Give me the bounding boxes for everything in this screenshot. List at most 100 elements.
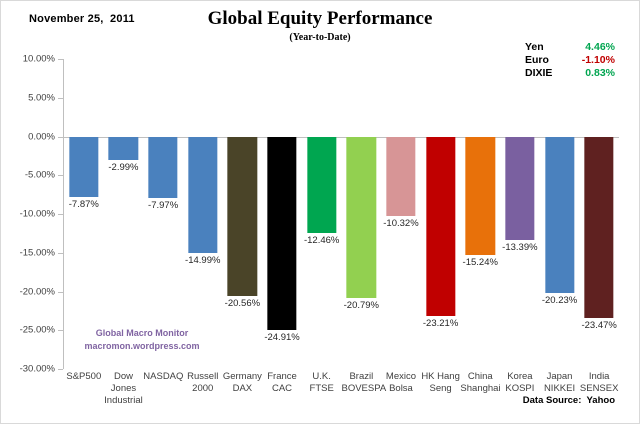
y-axis-tick-label: -20.00% xyxy=(19,286,55,297)
currency-value: 0.83% xyxy=(585,67,615,79)
x-axis-label: Germany DAX xyxy=(223,371,263,395)
y-axis-tick xyxy=(58,291,63,293)
x-axis-label-line: HK Hang xyxy=(421,371,460,382)
bar-value-label: -15.24% xyxy=(462,256,498,268)
y-axis-tick-label: 10.00% xyxy=(22,53,55,65)
bar[interactable] xyxy=(69,136,99,198)
bar-slot: -23.21% xyxy=(421,59,461,369)
bar[interactable] xyxy=(188,136,218,253)
plot-area: 10.00% 5.00% 0.00% -5.00% -10.00% -15.00% -20.… xyxy=(20,54,619,375)
bar[interactable] xyxy=(227,136,258,296)
bar-slot: -15.24% xyxy=(460,59,500,369)
x-axis-label-line: Russell xyxy=(187,371,219,382)
x-axis-label: HK Hang Seng xyxy=(421,371,461,395)
x-axis-label: Dow Jones Industrial xyxy=(104,371,144,407)
x-axis-label-line: NASDAQ xyxy=(143,371,184,382)
bar-slot: -7.97% xyxy=(143,59,183,369)
watermark: Global Macro Monitor macromon.wordpress.… xyxy=(67,327,217,353)
bar-slot: -23.47% xyxy=(579,59,619,369)
y-axis-tick xyxy=(58,59,63,60)
x-axis-label-line: China xyxy=(467,371,493,382)
y-axis-tick-label: -10.00% xyxy=(19,208,55,220)
x-axis-label-line: Bolsa xyxy=(389,383,413,394)
y-axis-tick-label: -5.00% xyxy=(24,169,55,181)
bar[interactable] xyxy=(306,136,337,234)
x-axis-label: India SENSEX xyxy=(579,371,619,395)
x-axis-label-line: DAX xyxy=(232,383,253,394)
bar-value-label: -20.23% xyxy=(541,295,578,307)
x-axis-label-line: KOSPI xyxy=(505,383,535,394)
y-axis-tick xyxy=(58,136,63,138)
bar[interactable] xyxy=(584,136,614,319)
chart-subtitle: (Year-to-Date) xyxy=(289,32,351,43)
bar-slot: -2.99% xyxy=(104,59,144,369)
x-axis-label: S&P500 xyxy=(64,371,104,383)
x-axis-label: Brazil BOVESPA xyxy=(342,371,387,395)
bar-value-label: -2.99% xyxy=(108,161,139,173)
bar-slot: -14.99% xyxy=(183,59,223,369)
y-axis-tick-label: 0.00% xyxy=(28,131,55,142)
bar[interactable] xyxy=(465,136,495,255)
bar[interactable] xyxy=(544,136,575,294)
bar-value-label: -12.46% xyxy=(303,235,340,247)
x-axis-label-line: U.K. FTSE xyxy=(309,371,334,394)
x-axis-label: Korea KOSPI xyxy=(500,371,540,395)
bar[interactable] xyxy=(425,136,456,317)
bar-slot: -20.79% xyxy=(342,59,382,369)
bar-slot: -12.46% xyxy=(302,59,342,369)
x-axis-label-line: Shanghai xyxy=(460,383,501,394)
currency-legend: Yen 4.46% Euro -1.10% DIXIE 0.83% xyxy=(525,41,615,79)
bar-slot: -20.23% xyxy=(540,59,580,369)
zero-baseline xyxy=(63,136,619,138)
x-axis-label: Japan NIKKEI xyxy=(540,371,580,395)
watermark-line-2: macromon.wordpress.com xyxy=(84,341,200,351)
date-label: November 25, 2011 xyxy=(29,13,135,25)
x-axis-label-line: Mexico xyxy=(385,371,416,382)
bar-value-label: -20.79% xyxy=(343,299,380,311)
bar-value-label: -7.87% xyxy=(68,199,99,211)
y-axis-tick-label: 5.00% xyxy=(28,92,55,104)
y-axis-tick-label: -30.00% xyxy=(19,363,55,375)
bar-series: -7.87% -2.99% -7.97% -14.99% -20.56% -24.91% -… xyxy=(64,59,619,369)
y-axis-tick-label: -15.00% xyxy=(19,247,55,259)
x-axis-label-line: 2000 xyxy=(192,383,214,394)
bar-value-label: -20.56% xyxy=(224,297,261,309)
y-axis-tick xyxy=(58,330,63,332)
bar-slot: -24.91% xyxy=(262,59,302,369)
x-axis-label-line: S&P500 xyxy=(66,371,102,382)
bar[interactable] xyxy=(505,136,535,241)
x-axis-label-line: Germany xyxy=(222,371,262,382)
x-axis-label-line: Dow xyxy=(113,371,133,382)
bar-value-label: -7.97% xyxy=(148,200,179,212)
bar-value-label: -23.47% xyxy=(581,320,617,332)
x-axis-label-line: CAC xyxy=(271,383,293,394)
x-axis-label: China Shanghai xyxy=(460,371,500,395)
y-axis-tick xyxy=(58,369,63,370)
x-axis-label: Russell 2000 xyxy=(183,371,223,395)
x-axis-label-line: Seng xyxy=(429,383,452,394)
y-axis-tick xyxy=(58,252,63,254)
bar[interactable] xyxy=(148,136,178,199)
currency-legend-row: Yen 4.46% xyxy=(525,41,615,53)
currency-value: 4.46% xyxy=(585,41,615,53)
x-axis-label: Mexico Bolsa xyxy=(381,371,421,395)
bar-slot: -10.32% xyxy=(381,59,421,369)
x-axis-label-line: Industrial xyxy=(104,395,143,406)
bar[interactable] xyxy=(386,136,416,217)
watermark-line-1: Global Macro Monitor xyxy=(95,328,189,338)
bar[interactable] xyxy=(267,136,297,330)
bar[interactable] xyxy=(108,136,139,160)
x-axis-label-line: France xyxy=(267,371,297,382)
x-axis-labels: S&P500 Dow Jones Industrial NASDAQ Russell 200… xyxy=(64,371,619,419)
currency-name: Euro xyxy=(525,54,549,66)
currency-name: Yen xyxy=(525,41,544,53)
x-axis-label: NASDAQ xyxy=(143,371,183,383)
x-axis-label-line: Jones xyxy=(110,383,137,394)
x-axis-label-line: NIKKEI xyxy=(543,383,576,394)
bar[interactable] xyxy=(346,136,376,298)
bar-value-label: -23.21% xyxy=(422,318,459,330)
bar-slot: -7.87% xyxy=(64,59,104,369)
bar-slot: -13.39% xyxy=(500,59,540,369)
bar-value-label: -13.39% xyxy=(502,242,538,254)
currency-legend-row: Euro -1.10% xyxy=(525,54,615,66)
